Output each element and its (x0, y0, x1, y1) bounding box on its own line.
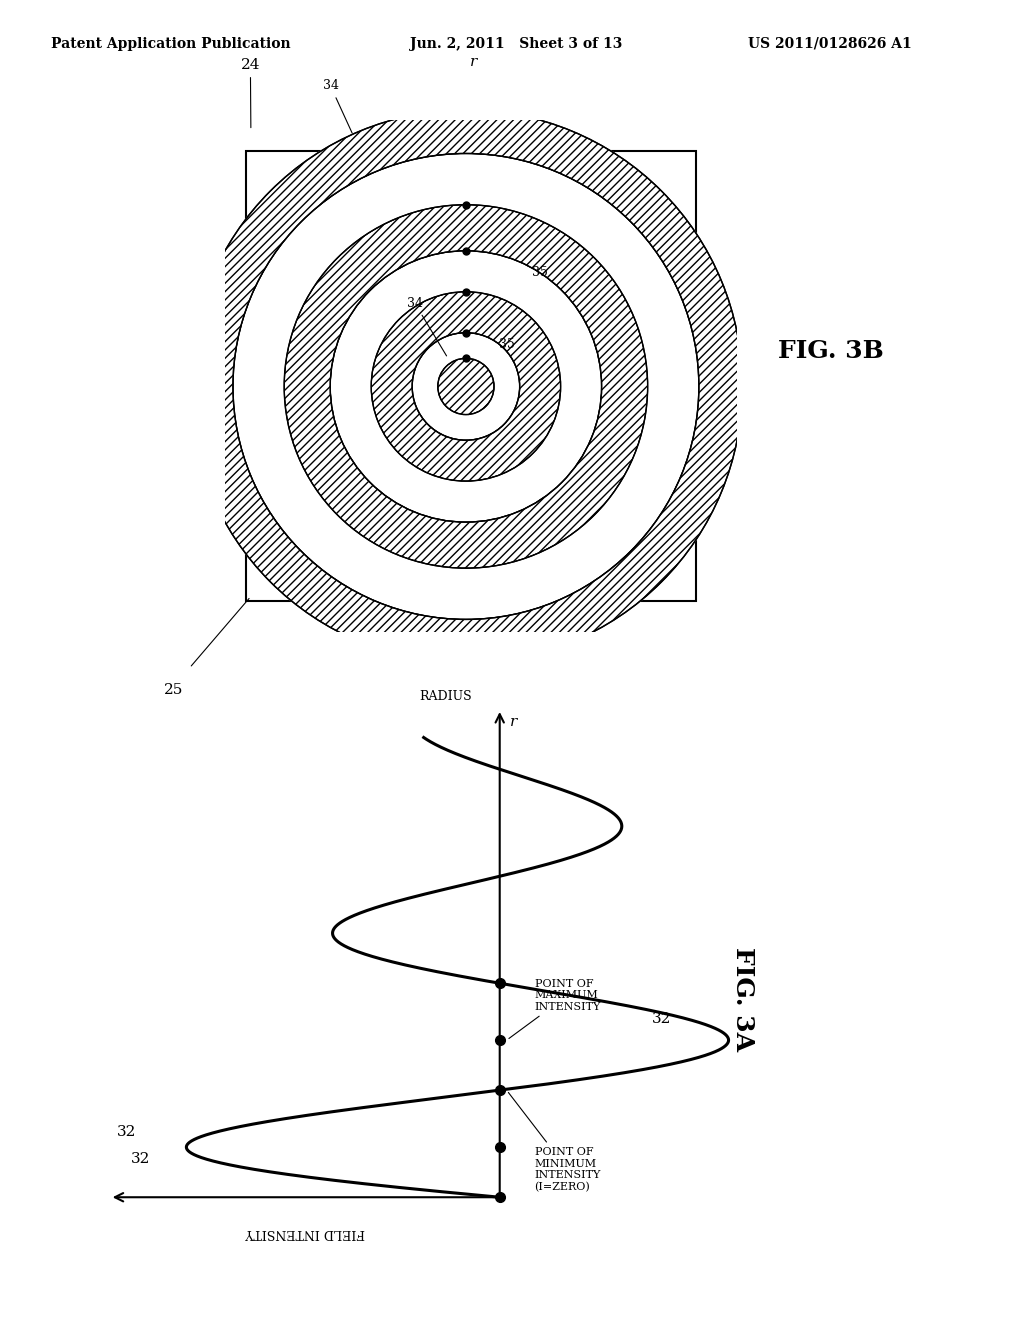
Text: Jun. 2, 2011   Sheet 3 of 13: Jun. 2, 2011 Sheet 3 of 13 (410, 37, 622, 50)
Text: 24: 24 (241, 58, 260, 128)
Text: POINT OF
MAXIMUM
INTENSITY: POINT OF MAXIMUM INTENSITY (509, 978, 601, 1039)
Bar (246, 150, 696, 602)
Circle shape (189, 110, 742, 663)
Text: 34: 34 (407, 297, 446, 356)
Text: RADIUS: RADIUS (419, 690, 472, 704)
Text: FIG. 3B: FIG. 3B (778, 339, 884, 363)
Text: 34: 34 (323, 79, 352, 133)
Circle shape (371, 292, 561, 482)
Text: 25: 25 (164, 684, 183, 697)
Text: r: r (510, 715, 517, 729)
Text: 32: 32 (117, 1125, 136, 1139)
Circle shape (412, 333, 519, 440)
Text: Patent Application Publication: Patent Application Publication (51, 37, 291, 50)
Text: POINT OF
MINIMUM
INTENSITY
(I=ZERO): POINT OF MINIMUM INTENSITY (I=ZERO) (508, 1093, 601, 1192)
Text: 35: 35 (532, 267, 549, 280)
Circle shape (330, 251, 601, 523)
Text: 35: 35 (499, 338, 515, 351)
Text: US 2011/0128626 A1: US 2011/0128626 A1 (748, 37, 911, 50)
Text: FIG. 3A: FIG. 3A (731, 946, 756, 1051)
Text: 32: 32 (131, 1152, 151, 1166)
Text: FIELD INTENSITY: FIELD INTENSITY (245, 1225, 365, 1238)
Circle shape (437, 358, 494, 414)
Text: r: r (470, 55, 477, 69)
Circle shape (284, 205, 647, 568)
Circle shape (232, 153, 698, 619)
Circle shape (437, 358, 494, 414)
Text: 32: 32 (652, 1012, 672, 1026)
